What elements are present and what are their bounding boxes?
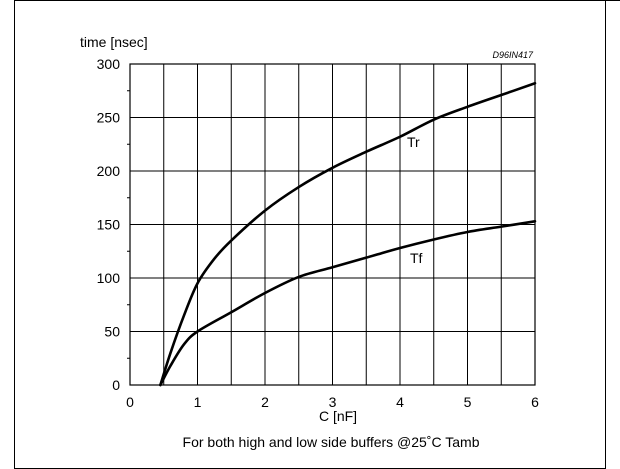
series-line-tf <box>159 219 537 387</box>
series-line-tr <box>159 81 537 387</box>
x-tick-label: 2 <box>261 394 269 410</box>
y-axis-label: time [nsec] <box>80 34 148 50</box>
caption: For both high and low side buffers @25˚C… <box>183 434 480 450</box>
x-tick-label: 6 <box>531 394 539 410</box>
y-tick-label: 200 <box>97 163 121 179</box>
tick-labels: 0 1 2 3 4 5 6 0 50 100 150 200 250 300 <box>97 56 539 410</box>
y-tick-label: 100 <box>97 270 121 286</box>
x-tick-label: 1 <box>194 394 202 410</box>
y-tick-label: 150 <box>97 217 121 233</box>
series-label-tr: Tr <box>407 134 420 150</box>
chart-code: D96IN417 <box>492 50 534 60</box>
axes <box>129 63 536 386</box>
y-tick-label: 250 <box>97 110 121 126</box>
x-tick-label: 4 <box>396 394 404 410</box>
x-tick-label: 3 <box>329 394 337 410</box>
x-tick-label: 5 <box>464 394 472 410</box>
series-layer <box>159 81 537 387</box>
y-tick-label: 300 <box>97 56 121 72</box>
x-axis-label: C [nF] <box>319 408 357 424</box>
x-tick-label: 0 <box>126 394 134 410</box>
series-label-tf: Tf <box>410 250 423 266</box>
y-tick-label: 0 <box>112 377 120 393</box>
grid <box>127 63 536 386</box>
plot-frame <box>129 63 536 386</box>
y-tick-label: 50 <box>104 324 120 340</box>
